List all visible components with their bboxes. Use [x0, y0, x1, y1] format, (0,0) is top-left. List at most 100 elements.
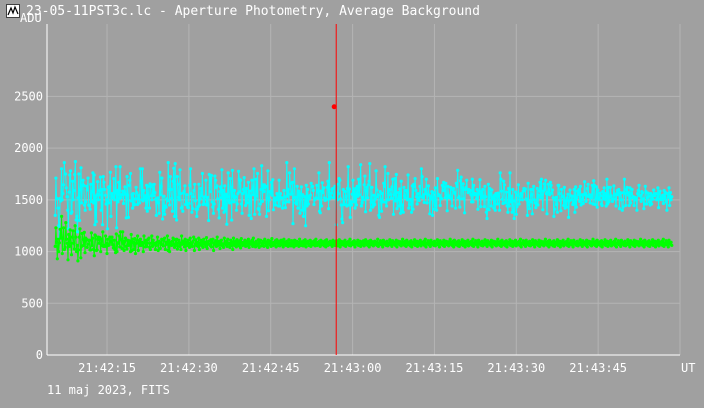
data-point [424, 245, 428, 249]
data-point [520, 193, 524, 197]
data-point [477, 192, 481, 196]
data-point [486, 182, 490, 186]
data-point [76, 259, 80, 263]
data-point [419, 244, 423, 248]
data-point [103, 244, 107, 248]
data-point [614, 237, 618, 241]
data-point [168, 250, 172, 254]
data-point [274, 203, 278, 207]
data-point [125, 175, 129, 179]
data-point [643, 184, 647, 188]
data-point [60, 214, 64, 218]
data-point [116, 241, 120, 245]
data-point [543, 187, 547, 192]
data-point [450, 204, 454, 208]
data-point [175, 175, 179, 179]
data-point [94, 220, 98, 224]
data-point [527, 207, 532, 211]
data-point [165, 234, 169, 238]
data-point [140, 167, 144, 171]
data-point [542, 244, 546, 248]
data-point [178, 168, 182, 172]
data-point [381, 245, 385, 249]
data-point [161, 209, 165, 213]
data-point [614, 204, 618, 208]
data-point [204, 236, 209, 240]
data-point [397, 204, 401, 208]
data-point [557, 192, 562, 196]
data-point [496, 237, 500, 241]
data-point [91, 236, 95, 240]
data-point [73, 160, 77, 164]
data-point [506, 210, 510, 214]
data-point [389, 196, 393, 200]
data-point [244, 203, 248, 208]
data-point [60, 252, 64, 256]
data-point [142, 197, 147, 201]
data-point [403, 196, 407, 200]
data-point [195, 214, 199, 218]
data-point [251, 187, 255, 192]
data-point [189, 192, 193, 196]
data-point [490, 245, 494, 249]
time-cursor[interactable] [331, 24, 337, 355]
data-point [90, 243, 94, 247]
data-point [138, 237, 142, 241]
data-point [410, 210, 414, 214]
data-point [311, 188, 315, 193]
data-point [360, 201, 364, 205]
data-point [425, 201, 429, 205]
data-point [121, 201, 126, 206]
data-point [636, 192, 640, 196]
data-point [420, 175, 424, 179]
data-point [119, 238, 123, 242]
data-point [135, 191, 139, 195]
data-point [669, 198, 673, 202]
data-point [378, 190, 382, 194]
data-point [469, 193, 473, 197]
data-point [461, 186, 465, 190]
data-point [112, 177, 116, 181]
data-point [547, 245, 551, 249]
window-title: 23-05-11PST3c.lc - Aperture Photometry, … [26, 4, 480, 19]
data-point [85, 245, 89, 249]
data-point [312, 202, 316, 207]
data-point [230, 218, 234, 222]
data-point [429, 195, 433, 199]
data-point [504, 200, 508, 204]
data-point [159, 184, 163, 188]
data-point [452, 238, 456, 242]
data-point [341, 221, 345, 225]
data-point [571, 245, 575, 249]
data-point [629, 192, 634, 196]
data-point [384, 200, 388, 204]
data-point [187, 201, 191, 206]
data-point [239, 237, 243, 241]
data-point [306, 202, 310, 206]
data-point [326, 179, 330, 183]
data-point [257, 208, 261, 212]
data-point [234, 208, 239, 212]
data-point [410, 245, 414, 249]
data-point [504, 190, 509, 194]
data-point [277, 178, 281, 182]
data-point [105, 227, 110, 231]
data-point [228, 177, 232, 181]
data-point [580, 198, 584, 202]
data-point [380, 192, 384, 196]
data-point [190, 244, 194, 248]
data-point [131, 240, 135, 244]
data-point [499, 177, 503, 181]
data-point [639, 199, 643, 203]
data-point [133, 252, 138, 256]
data-point [276, 195, 280, 199]
data-point [211, 237, 215, 241]
data-point [111, 195, 115, 199]
data-point [434, 204, 438, 208]
data-point [550, 188, 555, 192]
data-point [409, 198, 413, 202]
data-point [637, 183, 641, 187]
data-point [374, 240, 378, 244]
data-point [154, 213, 158, 217]
